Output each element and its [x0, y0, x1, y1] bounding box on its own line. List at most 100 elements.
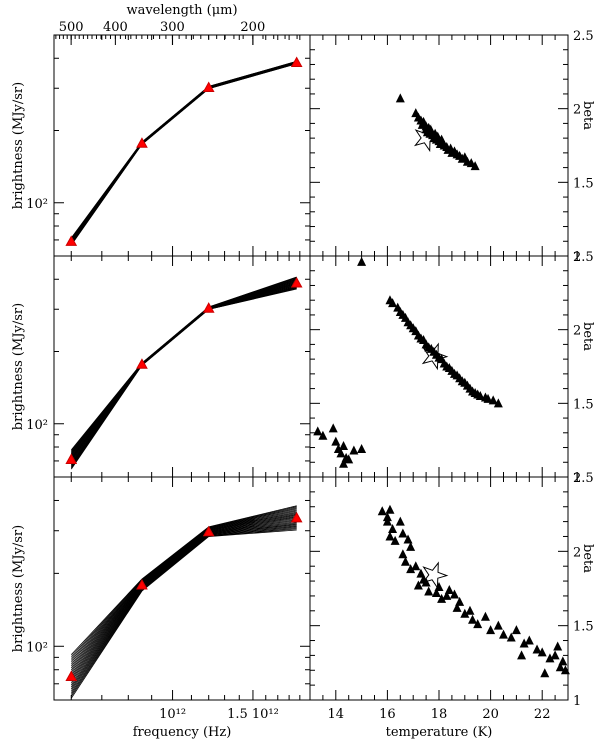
beta-scatter-point — [506, 632, 516, 642]
sed-model-line — [70, 277, 297, 452]
beta-scatter-point — [473, 619, 483, 629]
temperature-tick-label: 14 — [328, 707, 345, 722]
beta-ytick-label: 1 — [573, 694, 581, 709]
beta-scatter-point — [328, 423, 338, 433]
beta-scatter-point — [395, 516, 405, 526]
beta-scatter-point — [550, 650, 560, 660]
sed-observed-point — [290, 511, 303, 523]
beta-scatter-point — [382, 516, 392, 526]
sed-axis-label: brightness (MJy/sr) — [11, 525, 26, 652]
wavelength-tick-label: 400 — [103, 20, 128, 35]
sed-model-line — [70, 285, 297, 464]
sed-axis-label: brightness (MJy/sr) — [11, 82, 26, 209]
beta-scatter-point — [524, 635, 534, 645]
beta-scatter-point — [560, 665, 570, 675]
sed-model-line — [70, 520, 297, 682]
sed-model-line — [70, 285, 297, 465]
beta-scatter-point — [470, 161, 480, 171]
beta-scatter-point — [517, 650, 527, 660]
beta-scatter-point — [406, 541, 416, 551]
sed-model-line — [70, 280, 297, 457]
beta-ytick-label: 2 — [573, 545, 581, 560]
sed-model-line — [70, 63, 297, 246]
beta-scatter-point — [558, 656, 568, 666]
sed-model-line — [70, 62, 297, 244]
sed-model-line — [70, 281, 297, 458]
beta-scatter-point — [395, 93, 405, 103]
beta-scatter-point — [488, 395, 498, 405]
sed-model-line — [70, 62, 297, 245]
beta-ytick-label: 2.5 — [573, 250, 594, 265]
sed-model-line — [70, 515, 297, 674]
sed-model-line — [70, 276, 297, 451]
beta-scatter-point — [468, 614, 478, 624]
sed-model-line — [70, 288, 297, 470]
beta-scatter-point — [545, 653, 555, 663]
best-fit-star-marker — [421, 342, 449, 371]
beta-scatter-point — [511, 625, 521, 635]
sed-model-line — [70, 277, 297, 452]
beta-ytick-label: 2.5 — [573, 471, 594, 486]
sed-ytick-label: 10² — [26, 418, 48, 433]
beta-axis-label: beta — [580, 544, 595, 573]
beta-scatter-point — [499, 629, 508, 639]
beta-ytick-label: 1.5 — [573, 620, 594, 635]
beta-scatter-point — [442, 590, 452, 600]
temperature-tick-label: 16 — [379, 707, 396, 722]
beta-ytick-label: 2.5 — [573, 29, 594, 44]
beta-axis-label: beta — [580, 101, 595, 130]
beta-scatter-point — [553, 641, 563, 651]
temperature-tick-label: 20 — [482, 707, 499, 722]
beta-scatter-point — [475, 390, 485, 400]
beta-scatter-point — [349, 445, 359, 455]
beta-ytick-label: 1.5 — [573, 397, 594, 412]
beta-scatter-point — [540, 668, 550, 678]
beta-scatter-point — [318, 430, 328, 440]
beta-scatter-point — [385, 504, 395, 514]
sed-model-line — [70, 61, 297, 242]
sed-model-line — [70, 280, 297, 456]
beta-panel-frame-1 — [309, 255, 569, 478]
sed-model-line — [70, 62, 297, 242]
temperature-tick-label: 18 — [431, 707, 448, 722]
beta-scatter-point — [400, 556, 410, 566]
beta-scatter-point — [493, 398, 503, 408]
beta-scatter-point — [388, 524, 398, 534]
beta-scatter-point — [519, 638, 529, 648]
sed-model-line — [70, 282, 297, 460]
sed-model-line — [70, 62, 297, 243]
beta-scatter-point — [413, 580, 423, 590]
sed-model-line — [70, 61, 297, 239]
beta-scatter-point — [406, 564, 416, 574]
sed-observed-point — [136, 579, 148, 590]
beta-scatter-point — [331, 436, 341, 446]
sed-model-line — [70, 61, 297, 239]
sed-observed-point — [202, 302, 215, 313]
sed-model-line — [70, 62, 297, 244]
sed-model-line — [70, 514, 297, 673]
temperature-tick-label: 22 — [534, 707, 551, 722]
sed-model-line — [70, 278, 297, 454]
best-fit-star-marker — [413, 124, 441, 153]
sed-observed-point — [290, 56, 303, 68]
beta-axis-label: beta — [580, 322, 595, 351]
beta-scatter-point — [460, 608, 470, 618]
sed-model-line — [70, 519, 297, 680]
beta-ytick-label: 2 — [573, 324, 581, 339]
sed-model-line — [70, 61, 297, 241]
beta-scatter-point — [537, 647, 547, 657]
beta-scatter-point — [444, 584, 454, 594]
beta-ytick-label: 1.5 — [573, 176, 594, 191]
beta-ytick-label: 2 — [573, 103, 581, 118]
beta-ytick-label: 1 — [573, 250, 581, 265]
sed-observed-point — [202, 81, 215, 93]
beta-scatter-point — [431, 587, 441, 597]
sed-axis-label: brightness (MJy/sr) — [11, 303, 26, 430]
frequency-tick-label: 1.5 10¹² — [227, 707, 279, 722]
beta-scatter-point — [434, 582, 444, 592]
beta-scatter-point — [483, 393, 493, 403]
sed-model-line — [70, 61, 297, 240]
beta-scatter-point — [480, 611, 490, 621]
sed-observed-point — [65, 670, 78, 682]
